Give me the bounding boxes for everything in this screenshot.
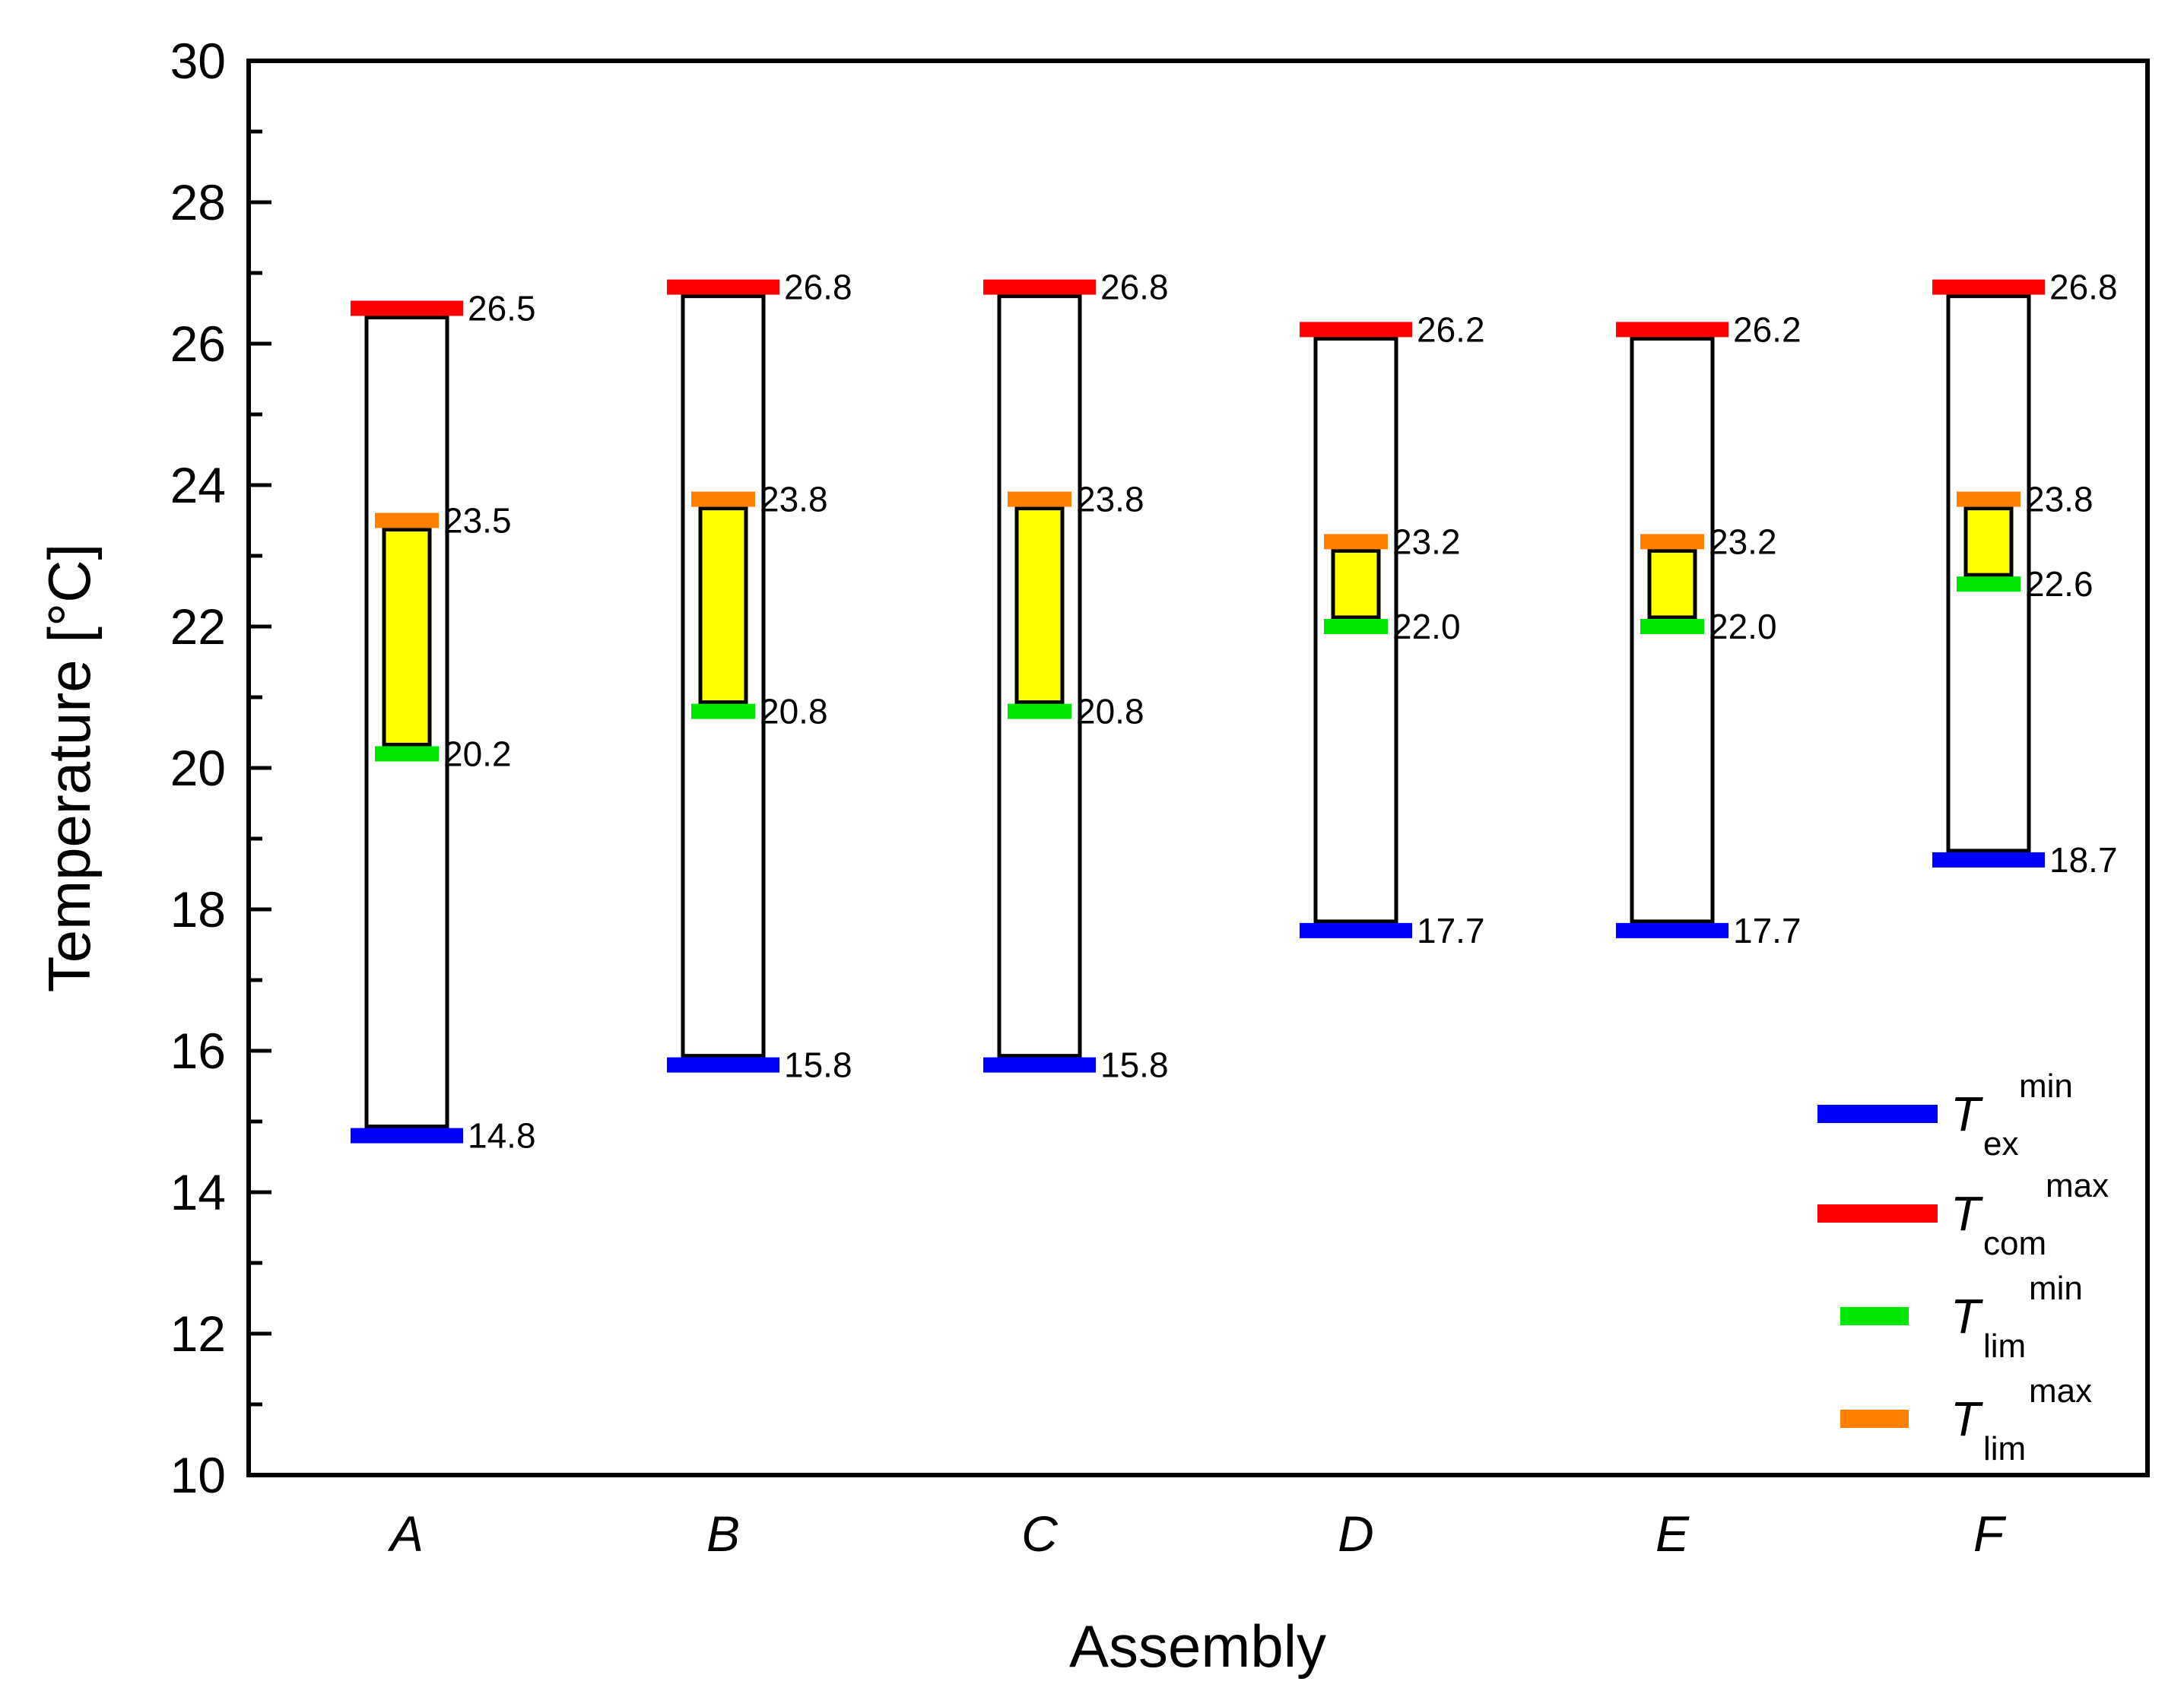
comfort-range-box-e [1647,548,1697,620]
value-label-tex-min-b: 15.8 [784,1045,852,1085]
comfort-range-box-f [1963,506,2014,577]
value-label-tcom-max-f: 26.8 [2049,268,2118,307]
bar-tex-min-e [1616,922,1728,938]
value-label-tex-min-a: 14.8 [468,1116,536,1156]
value-label-tlim-min-a: 20.2 [443,734,512,773]
bar-tlim-max-b [691,491,755,507]
bar-tex-min-c [983,1057,1096,1073]
comfort-range-box-d [1331,548,1381,620]
legend-swatch-tlim-max [1840,1410,1909,1428]
bar-tlim-max-d [1324,534,1388,550]
y-tick-label-18: 18 [170,881,226,938]
comfort-range-box-c [1014,506,1065,705]
x-tick-label-d: D [1338,1505,1374,1562]
bar-tcom-max-b [667,279,779,295]
y-tick-label-24: 24 [170,457,226,513]
legend-sub-tex-min: ex [1983,1125,2018,1163]
legend-swatch-tex-min [1817,1105,1938,1123]
legend-sub-tlim-min: lim [1983,1328,2026,1365]
y-tick-label-30: 30 [170,33,226,89]
legend-sub-tlim-max: lim [1983,1430,2026,1467]
bar-tlim-min-e [1640,619,1704,634]
bar-tlim-max-a [375,512,439,528]
value-label-tcom-max-b: 26.8 [784,268,852,307]
value-label-tcom-max-e: 26.2 [1733,309,1801,349]
comfort-range-box-a [382,528,432,747]
value-label-tex-min-f: 18.7 [2049,840,2118,880]
value-label-tlim-min-b: 20.8 [760,692,828,731]
value-label-tlim-max-b: 23.8 [760,480,828,519]
value-label-tcom-max-c: 26.8 [1100,268,1169,307]
y-tick-label-16: 16 [170,1023,226,1079]
value-label-tcom-max-d: 26.2 [1417,309,1485,349]
y-tick-label-20: 20 [170,740,226,796]
bar-tlim-min-c [1008,703,1071,719]
bar-tlim-min-f [1957,576,2021,592]
bar-tlim-max-c [1008,491,1071,507]
bar-tex-min-d [1300,922,1412,938]
value-label-tlim-max-c: 23.8 [1076,480,1144,519]
bar-tcom-max-a [351,300,463,316]
bar-tlim-min-b [691,703,755,719]
legend-swatch-tcom-max [1817,1204,1938,1223]
legend-label-tlim-min: T [1951,1289,1983,1344]
legend-sup-tlim-max: max [2029,1372,2092,1410]
marks-layer: 14.8 15.8 15.8 17.7 17.7 18.7 26.5 26.8 26.8 26.2… [351,268,2118,1156]
bar-tex-min-a [351,1128,463,1144]
boxes-layer [364,294,2031,1129]
value-label-tlim-max-e: 23.2 [1709,522,1777,561]
value-label-tex-min-e: 17.7 [1733,911,1801,950]
legend-label-tlim-max: T [1951,1391,1983,1446]
value-label-tcom-max-a: 26.5 [468,289,536,328]
bar-tex-min-f [1932,852,2045,868]
legend-label-tcom-max: T [1951,1186,1983,1241]
value-label-tlim-min-e: 22.0 [1709,607,1777,646]
x-axis-title: Assembly [1069,1613,1326,1680]
comfort-range-box-b [698,506,748,705]
bar-tcom-max-c [983,279,1096,295]
bar-tlim-max-e [1640,534,1704,550]
x-tick-label-b: B [706,1505,740,1562]
y-tick-label-28: 28 [170,174,226,230]
y-axis-title: Temperature [°C] [36,544,103,992]
legend-sup-tlim-min: min [2029,1270,2083,1307]
axis-layer: 10 12 14 16 18 20 22 24 26 28 30 A B C D E F [170,33,2007,1562]
bar-tcom-max-d [1300,322,1412,338]
value-label-tex-min-c: 15.8 [1100,1045,1169,1085]
bar-tlim-max-f [1957,491,2021,507]
value-label-tex-min-d: 17.7 [1417,911,1485,950]
y-tick-label-26: 26 [170,316,226,372]
value-label-tlim-min-c: 20.8 [1076,692,1144,731]
bar-tcom-max-e [1616,322,1728,338]
legend-sup-tcom-max: max [2046,1167,2109,1204]
x-tick-label-c: C [1021,1505,1059,1562]
legend-sub-tcom-max: com [1983,1225,2046,1262]
x-tick-label-f: F [1973,1505,2007,1562]
bar-tex-min-b [667,1057,779,1073]
bar-tcom-max-f [1932,279,2045,295]
bar-tlim-min-a [375,746,439,762]
y-tick-label-22: 22 [170,598,226,655]
y-tick-label-12: 12 [170,1306,226,1362]
value-label-tlim-max-f: 23.8 [2025,480,2094,519]
value-label-tlim-min-d: 22.0 [1392,607,1461,646]
value-label-tlim-max-a: 23.5 [443,501,512,541]
legend-sup-tex-min: min [2019,1068,2073,1105]
legend-swatch-tlim-min [1840,1307,1909,1325]
value-label-tlim-min-f: 22.6 [2025,564,2094,604]
x-tick-label-e: E [1655,1505,1690,1562]
bar-tlim-min-d [1324,619,1388,634]
plot-frame [246,59,2150,1477]
y-tick-label-10: 10 [170,1447,226,1503]
x-tick-label-a: A [387,1505,424,1562]
y-tick-label-14: 14 [170,1164,226,1220]
legend-label-tex-min: T [1951,1087,1983,1141]
value-label-tlim-max-d: 23.2 [1392,522,1461,561]
